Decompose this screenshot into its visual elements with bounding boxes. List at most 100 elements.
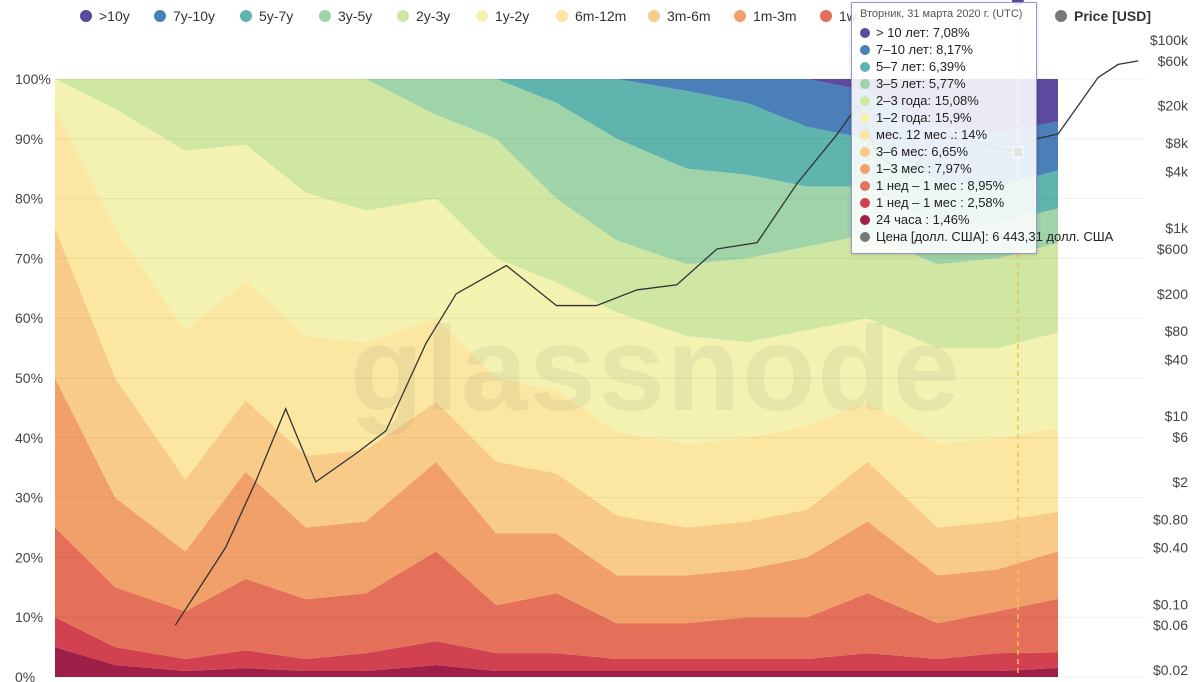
- y-tick-left: 20%: [15, 549, 43, 565]
- y-axis-left: 0% 10% 20% 30% 40% 50% 60% 70% 80% 90% 100%: [15, 71, 51, 682]
- y-tick-left: 100%: [15, 71, 51, 87]
- legend-dot: [154, 10, 166, 22]
- legend-label: Price [USD]: [1074, 8, 1152, 24]
- legend-dot: [240, 10, 252, 22]
- area-6m-12m: [55, 108, 1058, 528]
- y-tick-right: $0.02: [1153, 662, 1188, 678]
- y-tick-right: $200: [1157, 286, 1188, 302]
- legend-item-3[interactable]: 3y-5y: [319, 8, 372, 24]
- tooltip-price-row: Цена [долл. США]: 6 443,31 долл. США: [860, 228, 1113, 245]
- tooltip-dot: [860, 112, 870, 123]
- tooltip-dot: [860, 214, 870, 225]
- tooltip-row-text: 1–3 мес : 7,97%: [876, 161, 972, 176]
- y-tick-right: $100k: [1150, 32, 1189, 48]
- tooltip-price-text: Цена [долл. США]: 6 443,31 долл. США: [876, 229, 1114, 244]
- legend-dot: [734, 10, 746, 22]
- y-tick-right: $80: [1165, 323, 1189, 339]
- y-tick-right: $0.80: [1153, 511, 1188, 527]
- tooltip-dot: [860, 180, 870, 191]
- y-tick-right: $6: [1172, 429, 1188, 445]
- area-3m-6m: [55, 228, 1058, 576]
- tooltip-row-text: 7–10 лет: 8,17%: [876, 42, 973, 57]
- legend-label: 3m-6m: [667, 8, 711, 24]
- legend-item-4[interactable]: 2y-3y: [397, 8, 450, 24]
- legend-label: 5y-7y: [259, 8, 294, 24]
- tooltip-row: 5–7 лет: 6,39%: [860, 58, 1028, 75]
- chart-legend: >10y 7y-10y 5y-7y 3y-5y 2y-3y 1y-2y 6m-12m 3m-6…: [0, 0, 1200, 32]
- tooltip-dot: [860, 95, 870, 106]
- legend-dot: [556, 10, 568, 22]
- y-tick-left: 50%: [15, 370, 43, 386]
- tooltip-dot: [860, 146, 870, 157]
- tooltip-date: Вторник, 31 марта 2020 г. (UTC): [860, 8, 1023, 20]
- legend-dot: [319, 10, 331, 22]
- legend-item-10[interactable]: Price [USD]: [1055, 8, 1151, 24]
- y-tick-left: 40%: [15, 430, 43, 446]
- tooltip-row: 1–2 года: 15,9%: [860, 109, 1028, 126]
- stacked-area-layer: [55, 79, 1058, 677]
- y-tick-right: $40: [1165, 352, 1189, 368]
- y-tick-left: 90%: [15, 131, 43, 147]
- legend-dot: [1055, 10, 1067, 22]
- legend-item-0[interactable]: >10y: [80, 8, 130, 24]
- area-2y-3y: [55, 79, 1058, 349]
- y-tick-right: $0.10: [1153, 596, 1188, 612]
- legend-item-1[interactable]: 7y-10y: [154, 8, 215, 24]
- legend-dot: [397, 10, 409, 22]
- tooltip-row: 1 нед – 1 мес : 8,95%: [860, 177, 1028, 194]
- hover-tooltip: Вторник, 31 марта 2020 г. (UTC) > 10 лет…: [851, 2, 1113, 254]
- y-tick-left: 0%: [15, 669, 35, 682]
- area-1d-1w: [55, 617, 1058, 672]
- tooltip-row-text: 2–3 года: 15,08%: [876, 93, 979, 108]
- tooltip-row-text: 1 нед – 1 мес : 2,58%: [876, 195, 1005, 210]
- legend-item-2[interactable]: 5y-7y: [240, 8, 293, 24]
- y-tick-right: $2: [1172, 474, 1188, 490]
- legend-dot: [476, 10, 488, 22]
- legend-label: 3y-5y: [338, 8, 373, 24]
- area-7y-10y: [55, 79, 1058, 187]
- tooltip-row: 7–10 лет: 8,17%: [860, 41, 1028, 58]
- price-line-layer: [174, 60, 1139, 626]
- y-tick-right: $0.40: [1153, 540, 1188, 556]
- y-axis-right: $100k $60k $20k $8k $4k $1k $600 $200 $80 $40 $10 $…: [1150, 32, 1189, 678]
- tooltip-row-text: 3–5 лет: 5,77%: [876, 76, 966, 91]
- tooltip-row: 2–3 года: 15,08%: [860, 92, 1028, 109]
- tooltip-dot: [860, 44, 870, 55]
- tooltip-row: 1 нед – 1 мес : 2,58%: [860, 194, 1028, 211]
- tooltip-row-text: 1 нед – 1 мес : 8,95%: [876, 178, 1005, 193]
- y-tick-right: $20k: [1158, 98, 1189, 114]
- y-tick-right: $0.06: [1153, 617, 1188, 633]
- area-5y-7y: [55, 79, 1058, 223]
- legend-item-7[interactable]: 3m-6m: [648, 8, 711, 24]
- legend-label: 1y-2y: [495, 8, 530, 24]
- y-tick-left: 60%: [15, 310, 43, 326]
- y-tick-right: $1k: [1165, 220, 1189, 236]
- legend-label: 2y-3y: [416, 8, 451, 24]
- y-tick-left: 70%: [15, 250, 43, 266]
- tooltip-row-text: 24 часа : 1,46%: [876, 212, 970, 227]
- tooltip-row: 3–6 мес: 6,65%: [860, 143, 1028, 160]
- tooltip-rows: > 10 лет: 7,08% 7–10 лет: 8,17% 5–7 лет: 6…: [860, 24, 1028, 228]
- y-tick-left: 10%: [15, 609, 43, 625]
- legend-item-5[interactable]: 1y-2y: [476, 8, 529, 24]
- legend-label: >10y: [99, 8, 130, 24]
- area-3y-5y: [55, 79, 1058, 265]
- tooltip-row-text: 3–6 мес: 6,65%: [876, 144, 969, 159]
- tooltip-row: > 10 лет: 7,08%: [860, 24, 1028, 41]
- y-tick-right: $60k: [1158, 53, 1189, 69]
- tooltip-row: 24 часа : 1,46%: [860, 211, 1028, 228]
- legend-item-6[interactable]: 6m-12m: [556, 8, 626, 24]
- tooltip-dot: [860, 27, 870, 38]
- tooltip-dot: [860, 197, 870, 208]
- y-tick-right: $600: [1157, 241, 1188, 257]
- y-tick-right: $10: [1165, 408, 1189, 424]
- tooltip-dot: [860, 163, 870, 174]
- price-line: [174, 60, 1139, 626]
- legend-item-8[interactable]: 1m-3m: [734, 8, 797, 24]
- legend-dot: [820, 10, 832, 22]
- legend-dot: [648, 10, 660, 22]
- y-tick-left: 30%: [15, 490, 43, 506]
- y-tick-right: $4k: [1165, 163, 1189, 179]
- tooltip-dot: [860, 61, 870, 72]
